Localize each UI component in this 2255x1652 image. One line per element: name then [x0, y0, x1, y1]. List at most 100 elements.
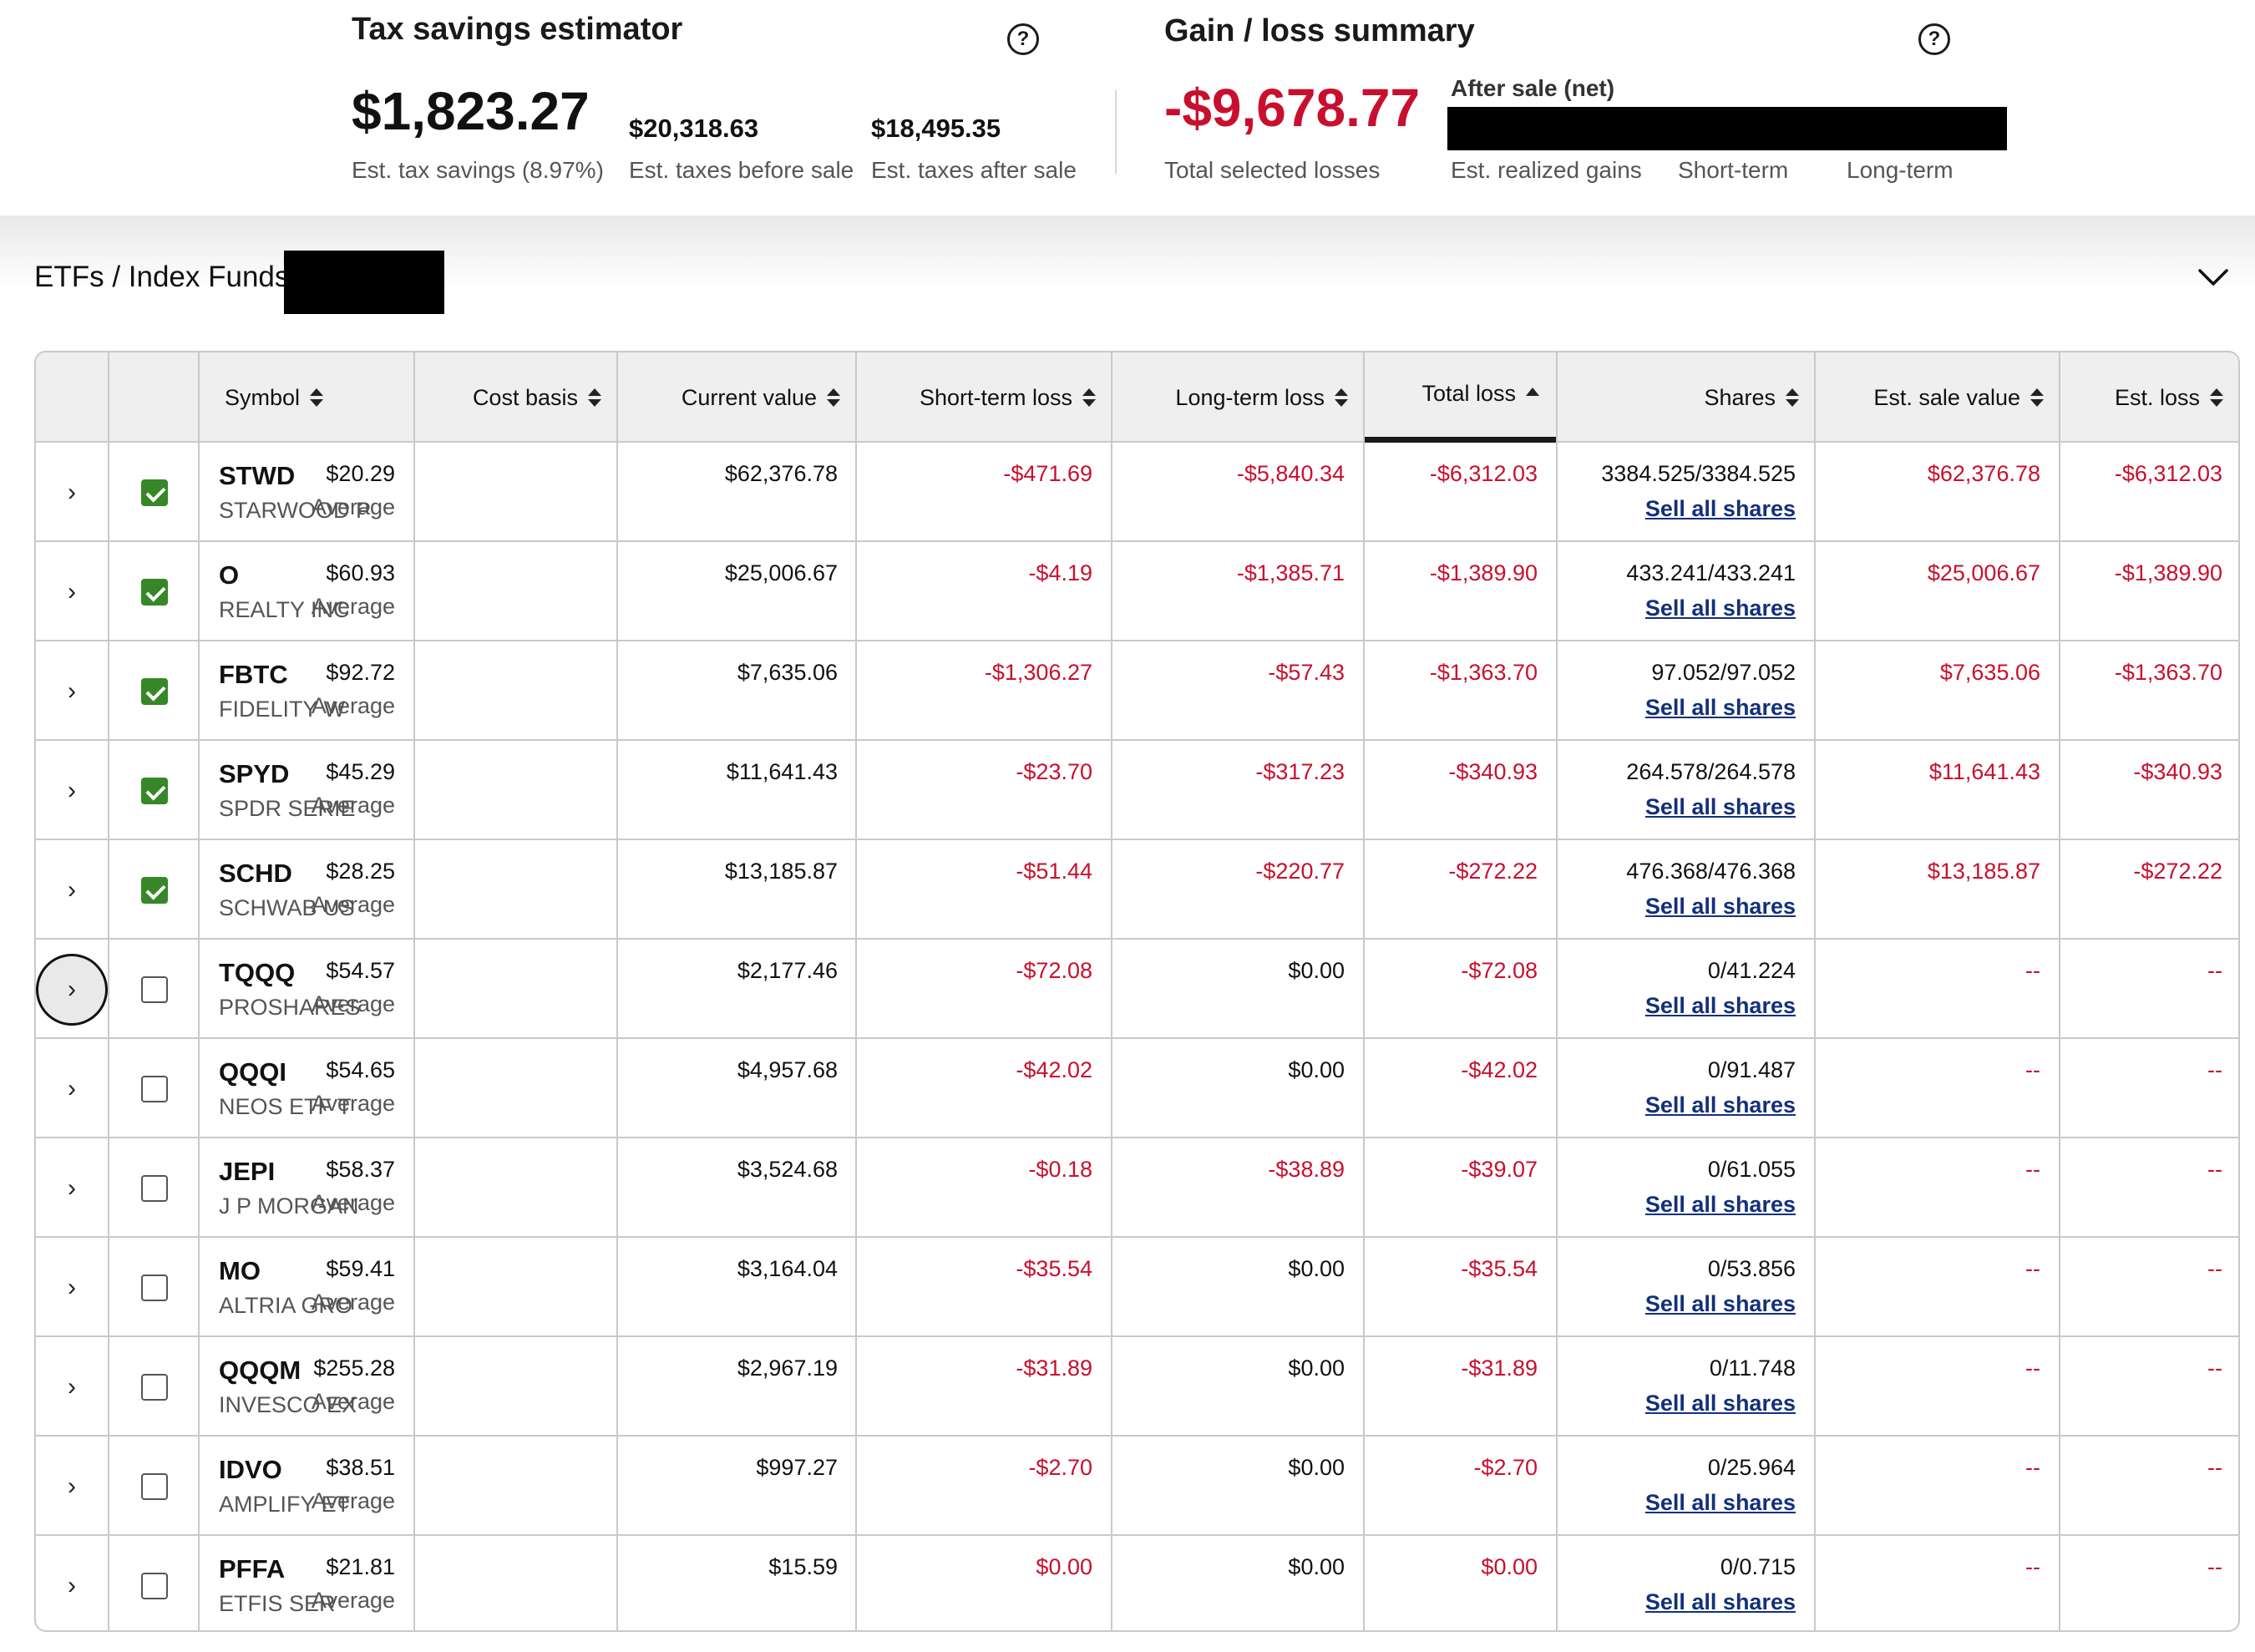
sell-all-shares-link[interactable]: Sell all shares [1644, 1291, 1796, 1316]
ticker-symbol[interactable]: SCHD [219, 859, 292, 888]
row-checkbox[interactable] [141, 1175, 168, 1202]
total-loss-value: -$72.08 [1461, 958, 1538, 983]
expand-row-button[interactable]: › [36, 1337, 108, 1437]
est-sale-value: $62,376.78 [1927, 461, 2040, 486]
row-checkbox[interactable] [141, 1274, 168, 1301]
header-current-value[interactable]: Current value [618, 352, 857, 443]
cost-basis-note: Average [311, 1389, 395, 1414]
ticker-symbol[interactable]: PFFA [219, 1554, 286, 1584]
cost-basis-value: $45.29 [326, 759, 395, 784]
security-name: SPDR SERIE [219, 796, 356, 821]
sell-all-shares-link[interactable]: Sell all shares [1644, 595, 1796, 621]
row-checkbox[interactable] [141, 976, 168, 1003]
sell-all-shares-link[interactable]: Sell all shares [1644, 1589, 1796, 1614]
total-loss-value: -$42.02 [1461, 1057, 1538, 1082]
sell-all-shares-link[interactable]: Sell all shares [1644, 1092, 1796, 1117]
sell-all-shares-link[interactable]: Sell all shares [1644, 1490, 1796, 1515]
ticker-symbol[interactable]: STWD [219, 461, 296, 490]
est-sale-value: -- [2025, 1455, 2040, 1480]
shares-value: 0/61.055 [1707, 1157, 1796, 1182]
sell-all-shares-link[interactable]: Sell all shares [1644, 1192, 1796, 1217]
security-name: INVESCO EX [219, 1392, 357, 1417]
total-loss-value: -$1,363.70 [1429, 660, 1538, 685]
chevron-right-icon: › [68, 1173, 76, 1202]
header-est-sale-value[interactable]: Est. sale value [1816, 352, 2060, 443]
chevron-right-icon: › [68, 478, 76, 506]
ticker-symbol[interactable]: JEPI [219, 1157, 276, 1186]
total-loss-value: -$31.89 [1461, 1356, 1538, 1381]
chevron-down-icon[interactable] [2197, 261, 2230, 294]
header-long-term-loss[interactable]: Long-term loss [1112, 352, 1365, 443]
sell-all-shares-link[interactable]: Sell all shares [1644, 1391, 1796, 1416]
long-term-loss-value: $0.00 [1288, 1554, 1345, 1579]
total-losses-value: -$9,678.77 [1164, 78, 1421, 138]
cost-basis-note: Average [311, 693, 395, 718]
expand-row-button[interactable]: › [36, 443, 108, 542]
ticker-symbol[interactable]: SPYD [219, 759, 290, 788]
cost-basis-note: Average [311, 1290, 395, 1315]
row-checkbox[interactable] [141, 1076, 168, 1102]
sort-icon [827, 388, 840, 408]
table-row: › SPYD SPDR SERIE $45.29 Average $11,641.43 -$… [36, 741, 2238, 840]
ticker-symbol[interactable]: O [219, 560, 240, 590]
expand-row-button[interactable]: › [36, 1138, 108, 1238]
row-checkbox[interactable] [141, 877, 168, 904]
sell-all-shares-link[interactable]: Sell all shares [1644, 496, 1796, 521]
total-loss-value: -$340.93 [1448, 759, 1538, 784]
cost-basis-value: $54.57 [326, 958, 395, 983]
expand-row-button[interactable]: › [36, 1536, 108, 1630]
row-checkbox[interactable] [141, 778, 168, 804]
help-icon[interactable]: ? [1007, 23, 1039, 55]
ticker-symbol[interactable]: IDVO [219, 1455, 282, 1484]
row-checkbox[interactable] [141, 1374, 168, 1401]
header-short-term-loss[interactable]: Short-term loss [857, 352, 1112, 443]
expand-row-button[interactable]: › [36, 940, 108, 1039]
ticker-symbol[interactable]: FBTC [219, 660, 288, 689]
ticker-symbol[interactable]: QQQM [219, 1356, 302, 1385]
header-shares[interactable]: Shares [1558, 352, 1816, 443]
row-checkbox[interactable] [141, 1573, 168, 1599]
ticker-symbol[interactable]: TQQQ [219, 958, 296, 987]
shares-value: 0/53.856 [1707, 1256, 1796, 1281]
sell-all-shares-link[interactable]: Sell all shares [1644, 794, 1796, 819]
sell-all-shares-link[interactable]: Sell all shares [1644, 993, 1796, 1018]
ticker-symbol[interactable]: MO [219, 1256, 261, 1285]
sell-all-shares-link[interactable]: Sell all shares [1644, 695, 1796, 720]
header-cost-basis[interactable]: Cost basis [415, 352, 618, 443]
total-loss-value: -$1,389.90 [1429, 560, 1538, 585]
table-header: Symbol Cost basis Current value Short-te… [36, 352, 2238, 443]
column-divider [2059, 352, 2060, 1630]
expand-row-button[interactable]: › [36, 840, 108, 940]
chevron-right-icon: › [68, 875, 76, 904]
header-total-loss[interactable]: Total loss [1365, 352, 1558, 443]
row-checkbox[interactable] [141, 1473, 168, 1500]
header-est-loss[interactable]: Est. loss [2060, 352, 2238, 443]
ticker-symbol[interactable]: QQQI [219, 1057, 286, 1087]
row-checkbox[interactable] [141, 579, 168, 606]
tax-savings-value: $1,823.27 [352, 81, 590, 141]
taxes-before-value: $20,318.63 [629, 114, 759, 143]
help-icon[interactable]: ? [1918, 23, 1950, 55]
tax-estimator-title: Tax savings estimator [352, 12, 683, 47]
long-term-loss-value: $0.00 [1288, 958, 1345, 983]
expand-row-button[interactable]: › [36, 1437, 108, 1536]
expand-row-button[interactable]: › [36, 1039, 108, 1138]
holdings-table: Symbol Cost basis Current value Short-te… [34, 351, 2240, 1632]
sell-all-shares-link[interactable]: Sell all shares [1644, 894, 1796, 919]
current-value: $2,177.46 [737, 958, 838, 983]
cost-basis-note: Average [311, 793, 395, 818]
expand-row-button[interactable]: › [36, 1238, 108, 1337]
divider [1115, 90, 1117, 174]
shares-value: 0/25.964 [1707, 1455, 1796, 1480]
current-value: $11,641.43 [726, 759, 838, 784]
header-symbol[interactable]: Symbol [200, 352, 415, 443]
security-name: FIDELITY W [219, 697, 346, 722]
expand-row-button[interactable]: › [36, 542, 108, 641]
row-checkbox[interactable] [141, 678, 168, 705]
expand-row-button[interactable]: › [36, 641, 108, 741]
chevron-right-icon: › [68, 776, 76, 804]
current-value: $13,185.87 [724, 859, 838, 884]
row-checkbox[interactable] [141, 479, 168, 506]
expand-row-button[interactable]: › [36, 741, 108, 840]
short-term-loss-value: -$4.19 [1028, 560, 1092, 585]
